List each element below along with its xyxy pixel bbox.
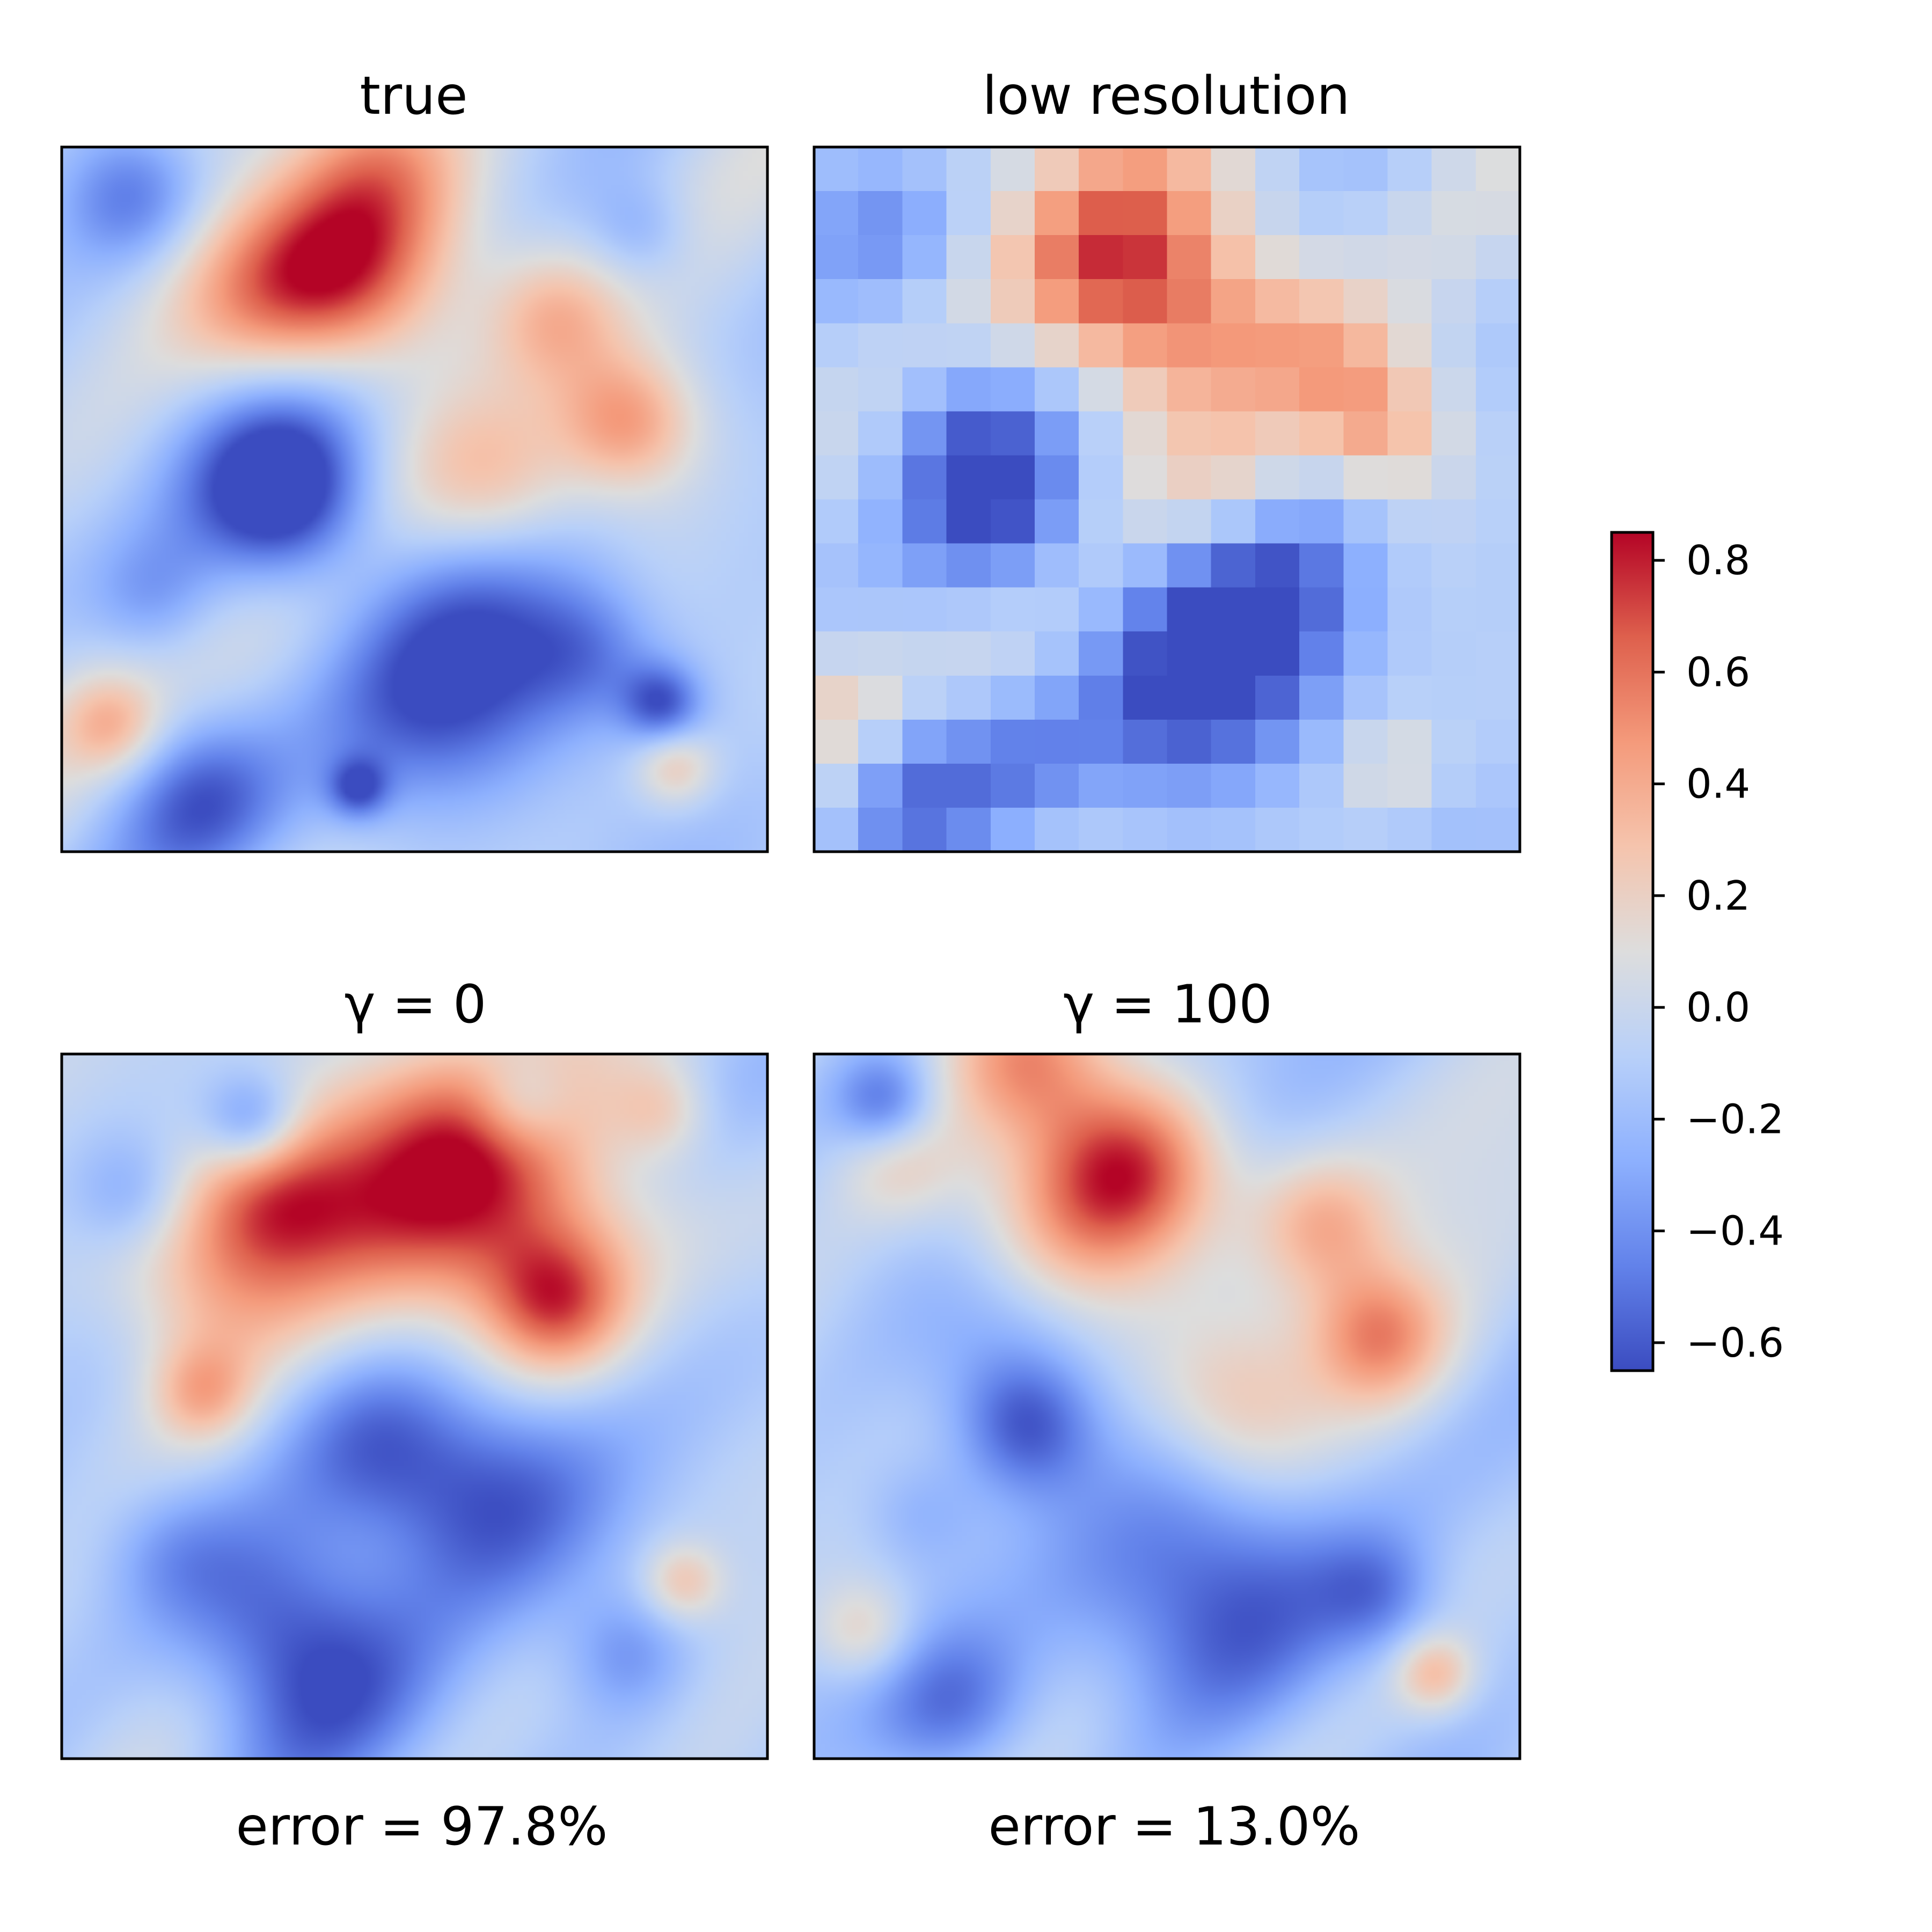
colorbar-tick-label: 0.2: [1686, 872, 1750, 919]
colorbar-tick-label: 0.0: [1686, 984, 1750, 1031]
heatmap-gamma-100: [814, 1054, 1520, 1759]
heatmap-low-resolution: [814, 147, 1520, 852]
panel-true: true: [60, 65, 769, 853]
axes-frame-gamma-0: [60, 1052, 769, 1760]
error-caption-gamma-100: error = 13.0%: [989, 1796, 1360, 1857]
panel-gamma-100: γ = 100 error = 13.0%: [813, 974, 1521, 1857]
panel-gamma-0: γ = 0 error = 97.8%: [60, 974, 769, 1857]
error-caption-gamma-0: error = 97.8%: [236, 1796, 608, 1857]
panel-title-gamma-100: γ = 100: [1063, 974, 1272, 1035]
colorbar-ticks: 0.8 0.6 0.4 0.2 0.0 −0.2 −0.4 −0.6: [1653, 537, 1784, 1366]
panel-title-true: true: [360, 65, 467, 127]
panel-low-resolution: low resolution: [813, 65, 1521, 853]
heatmap-true: [62, 147, 767, 852]
axes-frame-low-resolution: [813, 145, 1521, 853]
colorbar-frame: [1610, 531, 1655, 1372]
axes-frame-true: [60, 145, 769, 853]
heatmap-gamma-0: [62, 1054, 767, 1759]
colorbar-tick-label: −0.6: [1686, 1319, 1784, 1366]
axes-frame-gamma-100: [813, 1052, 1521, 1760]
colorbar: 0.8 0.6 0.4 0.2 0.0 −0.2 −0.4 −0.6: [1610, 531, 1784, 1372]
panel-title-gamma-0: γ = 0: [345, 974, 487, 1035]
panel-title-low-resolution: low resolution: [983, 65, 1350, 127]
colorbar-tick-label: 0.8: [1686, 537, 1750, 584]
colorbar-tick-label: −0.2: [1686, 1095, 1784, 1143]
colorbar-tick-label: 0.4: [1686, 760, 1750, 808]
colorbar-tick-label: 0.6: [1686, 648, 1750, 696]
colorbar-tick-label: −0.4: [1686, 1208, 1784, 1255]
colorbar-gradient: [1612, 532, 1653, 1371]
